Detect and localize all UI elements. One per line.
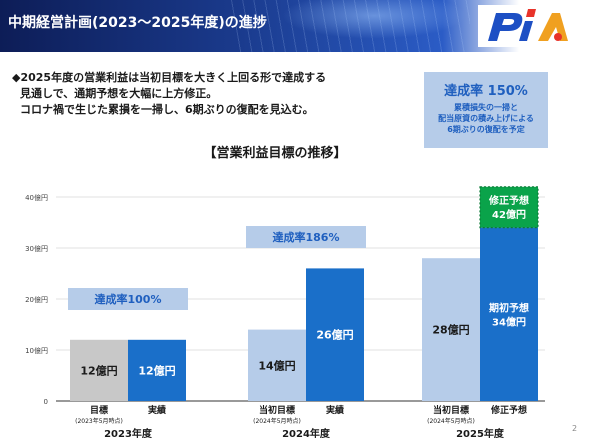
- achievement-label-0: 達成率100%: [95, 292, 162, 306]
- bar-2-0: [422, 258, 480, 401]
- achievement-callout-headline: 達成率 150%: [444, 84, 528, 99]
- bar-0-0-value-label: 12億円: [80, 363, 117, 377]
- achievement-callout-note-1: 累積損失の一掃と: [454, 103, 518, 112]
- bar-2-1-segment-1-value: 42億円: [492, 208, 526, 221]
- bar-0-0-category-label: 目標: [90, 404, 108, 416]
- y-tick-label-1: 10億円: [25, 346, 48, 355]
- pia-logo: [478, 5, 578, 47]
- year-label-1: 2024年度: [282, 427, 331, 440]
- achievement-callout-note-3: 6期ぶりの復配を予定: [447, 125, 525, 134]
- chart-title: 【営業利益目標の推移】: [203, 146, 347, 161]
- bar-1-1-category-label: 実績: [326, 404, 344, 416]
- bar-2-1-segment-0-name: 期初予想: [489, 301, 529, 314]
- year-label-2: 2025年度: [456, 427, 505, 440]
- bar-0-1-category-label: 実績: [148, 404, 166, 416]
- page-title: 中期経営計画(2023～2025年度)の進捗: [8, 15, 267, 31]
- achievement-box-0: [68, 288, 188, 310]
- bar-1-0-category-sublabel: (2024年5月時点): [253, 417, 301, 425]
- y-tick-label-4: 40億円: [25, 193, 48, 202]
- year-label-0: 2023年度: [104, 427, 153, 440]
- bar-2-1-segment-0: [480, 227, 538, 401]
- y-tick-label-0: 0: [44, 398, 48, 406]
- bar-2-1-segment-1-name: 修正予想: [488, 194, 529, 207]
- bar-1-0-category-label: 当初目標: [259, 404, 295, 416]
- bar-1-0: [248, 329, 306, 401]
- achievement-callout-note: 累積損失の一掃と 配当原資の積み上げによる 6期ぶりの復配を予定: [424, 102, 548, 135]
- bar-1-1-value-label: 26億円: [316, 328, 353, 342]
- summary-line-3: コロナ禍で生じた累損を一掃し、6期ぶりの復配を見込む。: [20, 103, 314, 116]
- y-tick-label-2: 20億円: [25, 295, 48, 304]
- achievement-box-1: [246, 226, 366, 248]
- bar-2-1-segment-1: [479, 186, 539, 229]
- logo-letter-i: [519, 21, 533, 41]
- bar-2-0-value-label: 28億円: [432, 323, 469, 337]
- header-light-streak: [230, 0, 470, 52]
- bar-0-1-value-label: 12億円: [138, 363, 175, 377]
- achievement-label-1: 達成率186%: [273, 230, 340, 244]
- y-tick-label-3: 30億円: [25, 244, 48, 253]
- logo-letter-a-dot: [554, 33, 562, 41]
- summary-line-1: ◆2025年度の営業利益は当初目標を大きく上回る形で達成する: [12, 71, 327, 84]
- page-number: 2: [572, 424, 578, 433]
- summary-line-2: 見通しで、通期予想を大幅に上方修正。: [20, 87, 218, 100]
- bar-1-1: [306, 268, 364, 401]
- logo-letter-p: [488, 13, 523, 41]
- bar-2-1-category-label: 修正予想: [490, 404, 527, 416]
- achievement-callout-note-2: 配当原資の積み上げによる: [438, 114, 534, 123]
- bar-2-0-category-label: 当初目標: [433, 404, 469, 416]
- bar-1-0-value-label: 14億円: [258, 358, 295, 372]
- bar-0-0: [70, 339, 128, 401]
- bar-0-0-category-sublabel: (2023年5月時点): [75, 417, 123, 425]
- bar-0-1: [128, 339, 186, 401]
- bar-2-0-category-sublabel: (2024年5月時点): [427, 417, 475, 425]
- logo-letter-i-dot: [526, 9, 536, 17]
- bar-2-1-segment-0-value: 34億円: [492, 315, 526, 328]
- summary-text: ◆2025年度の営業利益は当初目標を大きく上回る形で達成する 見通しで、通期予想…: [12, 70, 412, 118]
- achievement-callout-2025: 達成率 150% 累積損失の一掃と 配当原資の積み上げによる 6期ぶりの復配を予…: [424, 72, 548, 148]
